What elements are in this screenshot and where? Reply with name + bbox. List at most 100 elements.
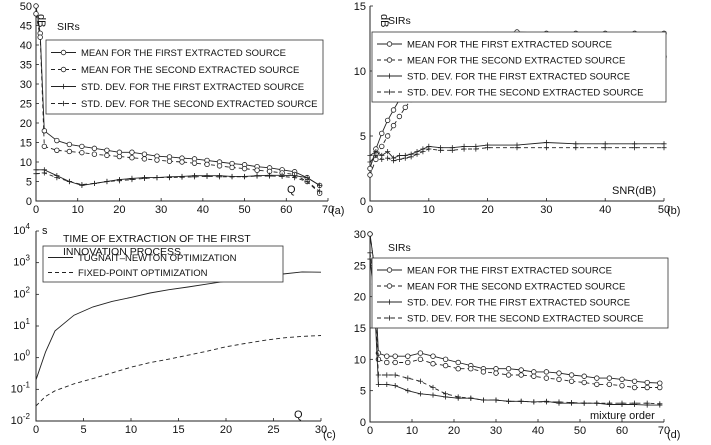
x-axis-label: mixture order <box>590 410 655 422</box>
legend-box <box>371 31 667 103</box>
data-point <box>304 178 310 185</box>
y-tick-label: 20 <box>20 118 32 130</box>
data-point <box>384 133 391 139</box>
series-line <box>369 142 664 159</box>
data-point <box>437 147 444 153</box>
data-point <box>396 113 403 120</box>
data-point <box>66 148 73 155</box>
legend: MEAN FOR THE FIRST EXTRACTED SOURCE MEAN … <box>371 257 669 329</box>
y-tick-label: 10 <box>20 157 32 169</box>
data-point <box>443 391 449 397</box>
series-4 <box>367 250 663 407</box>
data-point <box>254 173 260 179</box>
legend-marker <box>386 89 393 95</box>
data-point <box>417 391 423 397</box>
data-point <box>417 356 424 363</box>
y-tick-base: 10 <box>11 383 23 395</box>
data-point <box>41 128 48 134</box>
data-point <box>79 182 85 188</box>
series-line <box>35 335 322 407</box>
x-tick-label: 0 <box>33 424 39 436</box>
data-point <box>41 170 47 176</box>
data-point <box>531 369 537 375</box>
data-point <box>455 359 461 366</box>
data-point <box>379 156 385 162</box>
x-tick-label: 70 <box>658 425 670 437</box>
y-tick-label: 10 <box>354 354 366 366</box>
data-point <box>493 397 499 403</box>
x-tick-label: 0 <box>33 204 39 216</box>
data-point <box>506 398 512 404</box>
data-point <box>385 155 391 161</box>
data-point <box>66 178 72 185</box>
chart-panel-3: 0 5 10 15 20 25 3010-210-1100101102103104TUGNA… <box>11 222 336 441</box>
data-point <box>632 400 638 406</box>
x-tick-label: 30 <box>155 204 167 216</box>
data-point <box>531 373 537 379</box>
y-tick-exponent: -1 <box>23 380 31 389</box>
data-point <box>375 381 381 387</box>
legend-label: MEAN FOR THE FIRST EXTRACTED SOURCE <box>81 48 286 59</box>
y-tick-base: 10 <box>13 288 25 300</box>
data-point <box>141 151 148 157</box>
data-point <box>384 353 390 359</box>
data-point <box>417 378 423 384</box>
series-2 <box>35 335 322 407</box>
data-point <box>505 372 512 378</box>
data-point <box>392 359 398 366</box>
data-point <box>79 149 85 156</box>
legend-marker <box>386 267 393 273</box>
data-point <box>657 384 663 391</box>
data-point <box>631 384 638 391</box>
x-tick-label: 50 <box>574 425 586 437</box>
data-point <box>661 145 667 151</box>
legend-label: STD. DEV. FOR THE FIRST EXTRACTED SOURCE <box>407 298 630 309</box>
data-point <box>317 188 323 194</box>
data-point <box>543 369 550 375</box>
data-point <box>581 400 587 406</box>
data-point <box>405 359 411 366</box>
panel-label: (b) <box>667 205 680 217</box>
y-axis-label: dB <box>378 14 390 27</box>
legend-box <box>42 245 284 283</box>
y-tick-base: 10 <box>13 352 25 364</box>
x-tick-label: 30 <box>315 424 327 436</box>
data-point <box>373 152 379 159</box>
chart-title-line-2: INNOVATION PROCESS <box>63 246 181 258</box>
y-tick-label: 15 <box>354 1 366 13</box>
legend-label: FIXED-POINT OPTIMIZATION <box>78 268 208 279</box>
data-point <box>267 173 273 179</box>
data-point <box>581 373 587 379</box>
data-point <box>442 362 449 369</box>
x-tick-label: 20 <box>220 424 232 436</box>
y-tick-label: 5 <box>360 131 366 143</box>
data-point <box>631 378 638 384</box>
series-1 <box>35 271 322 380</box>
x-tick-label: 30 <box>490 425 502 437</box>
data-point <box>33 3 39 9</box>
legend-label: STD. DEV. FOR THE FIRST EXTRACTED SOURCE <box>407 72 630 83</box>
data-point <box>543 375 550 381</box>
data-point <box>442 356 449 363</box>
legend-label: TUGNAIT–NEWTON OPTIMIZATION <box>78 253 237 264</box>
data-point <box>116 153 123 160</box>
x-axis-label: Q <box>294 409 303 421</box>
data-point <box>430 392 436 398</box>
data-point <box>390 158 397 164</box>
data-point <box>417 350 424 356</box>
x-tick-label: 20 <box>113 204 125 216</box>
x-tick-label: 15 <box>172 424 184 436</box>
data-point <box>179 174 185 180</box>
data-point <box>41 143 48 150</box>
data-point <box>493 370 499 376</box>
chart-title: SIRs <box>388 15 411 27</box>
y-tick-label: 40 <box>20 40 32 52</box>
legend-marker <box>60 100 67 107</box>
data-point <box>33 11 39 17</box>
legend-label: STD. DEV. FOR THE SECOND EXTRACTED SOURC… <box>407 314 643 325</box>
data-point <box>402 155 408 161</box>
data-point <box>384 359 390 366</box>
x-tick-label: 10 <box>406 425 418 437</box>
y-tick-label: 30 <box>20 79 32 91</box>
data-point <box>54 137 60 144</box>
